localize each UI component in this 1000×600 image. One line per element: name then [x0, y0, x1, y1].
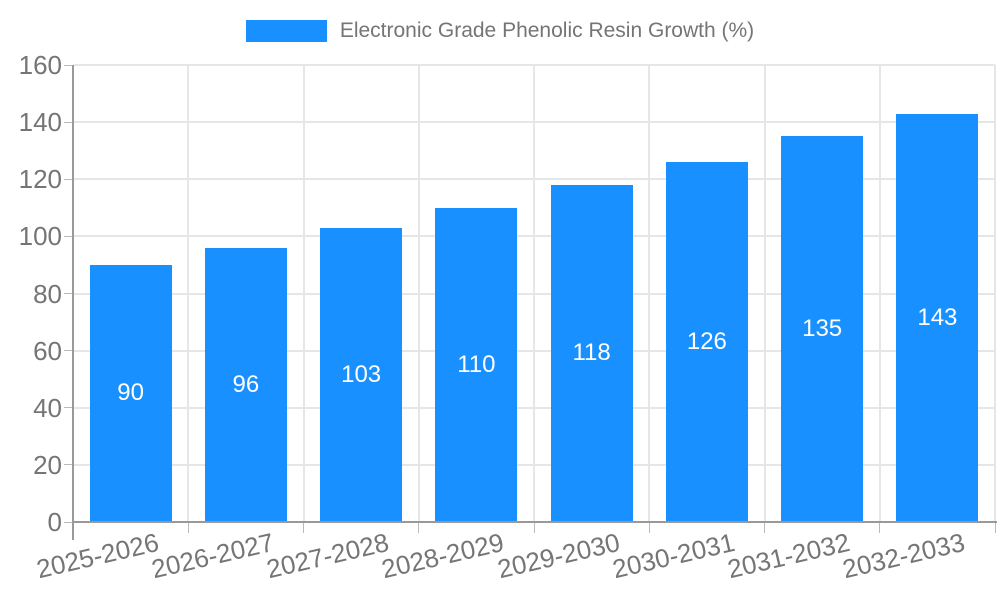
x-tick-mark — [533, 522, 535, 533]
y-axis-tick-label: 100 — [18, 221, 62, 252]
x-axis-line — [73, 521, 997, 523]
bar-value-label: 118 — [572, 339, 611, 367]
legend[interactable]: Electronic Grade Phenolic Resin Growth (… — [0, 19, 1000, 43]
y-tick-mark — [64, 521, 73, 523]
y-tick-mark — [64, 407, 73, 409]
bar-value-label: 135 — [802, 315, 843, 343]
bar[interactable]: 126 — [665, 162, 748, 522]
x-tick-mark — [994, 522, 996, 533]
bar[interactable]: 90 — [89, 264, 172, 522]
gridline-vertical — [302, 65, 305, 522]
bar[interactable]: 96 — [204, 247, 287, 522]
x-tick-mark — [648, 522, 650, 533]
bar-value-label: 96 — [232, 370, 260, 398]
gridline-vertical — [878, 65, 881, 522]
bar[interactable]: 118 — [550, 184, 633, 522]
y-axis-tick-label: 140 — [18, 107, 62, 138]
gridline-vertical — [533, 65, 535, 522]
x-tick-mark — [187, 522, 189, 533]
gridline-vertical — [648, 65, 651, 522]
y-tick-mark — [64, 121, 73, 123]
x-tick-mark — [418, 522, 420, 533]
y-axis-tick-label: 80 — [33, 278, 62, 309]
x-tick-mark — [303, 522, 304, 533]
y-tick-mark — [64, 293, 73, 294]
y-axis-tick-label: 120 — [18, 164, 62, 195]
bar-value-label: 103 — [341, 360, 382, 388]
bar[interactable]: 143 — [896, 113, 979, 522]
x-tick-mark — [764, 522, 765, 533]
bar-value-label: 143 — [917, 303, 958, 331]
bar[interactable]: 110 — [435, 207, 518, 522]
bar-value-label: 110 — [457, 350, 496, 378]
y-axis-tick-label: 40 — [33, 392, 62, 423]
y-axis-tick-label: 0 — [47, 507, 62, 537]
legend-label: Electronic Grade Phenolic Resin Growth (… — [339, 19, 755, 42]
y-tick-mark — [64, 464, 73, 466]
bar-value-label: 90 — [117, 379, 144, 407]
x-tick-mark — [879, 522, 881, 533]
gridline-vertical — [763, 65, 766, 522]
y-tick-mark — [64, 64, 73, 66]
gridline-vertical — [994, 65, 996, 522]
bar[interactable]: 135 — [781, 136, 864, 522]
y-axis-tick-label: 160 — [18, 50, 62, 80]
y-tick-mark — [64, 235, 73, 237]
bar-value-label: 126 — [686, 328, 727, 356]
bar[interactable]: 103 — [320, 227, 403, 522]
y-axis-tick-label: 20 — [33, 449, 62, 480]
gridline-vertical — [417, 65, 420, 522]
y-axis-line — [72, 65, 74, 540]
legend-swatch — [245, 20, 327, 42]
y-tick-mark — [64, 350, 73, 352]
y-tick-mark — [64, 178, 73, 180]
gridline-vertical — [187, 65, 190, 522]
y-axis-tick-label: 60 — [33, 335, 62, 366]
